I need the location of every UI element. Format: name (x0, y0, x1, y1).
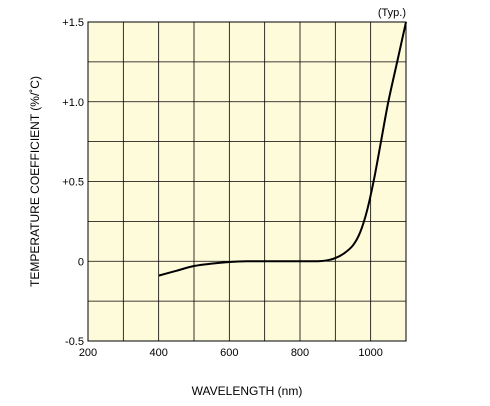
y-tick-label: +1.0 (62, 97, 84, 109)
x-tick-label: 1000 (358, 347, 382, 359)
series-line (158, 21, 407, 277)
y-tick-label: 0 (78, 256, 84, 268)
x-tick-label: 400 (149, 347, 167, 359)
plot-frame (87, 21, 407, 342)
y-axis-title: TEMPERATURE COEFFICIENT (%/˚C) (28, 76, 42, 287)
x-tick-label: 600 (220, 347, 238, 359)
typical-annotation: (Typ.) (378, 7, 406, 19)
y-tick-label: +0.5 (62, 177, 84, 189)
y-tick-label: +1.5 (62, 17, 84, 29)
y-axis-ticks: -0.5 0 +0.5 +1.0 +1.5 (62, 17, 84, 348)
x-tick-label: 200 (79, 347, 97, 359)
y-tick-label: -0.5 (65, 336, 84, 348)
x-axis-ticks: 200 400 600 800 1000 (79, 347, 383, 359)
x-axis-title: WAVELENGTH (nm) (192, 384, 303, 398)
x-tick-label: 800 (291, 347, 309, 359)
